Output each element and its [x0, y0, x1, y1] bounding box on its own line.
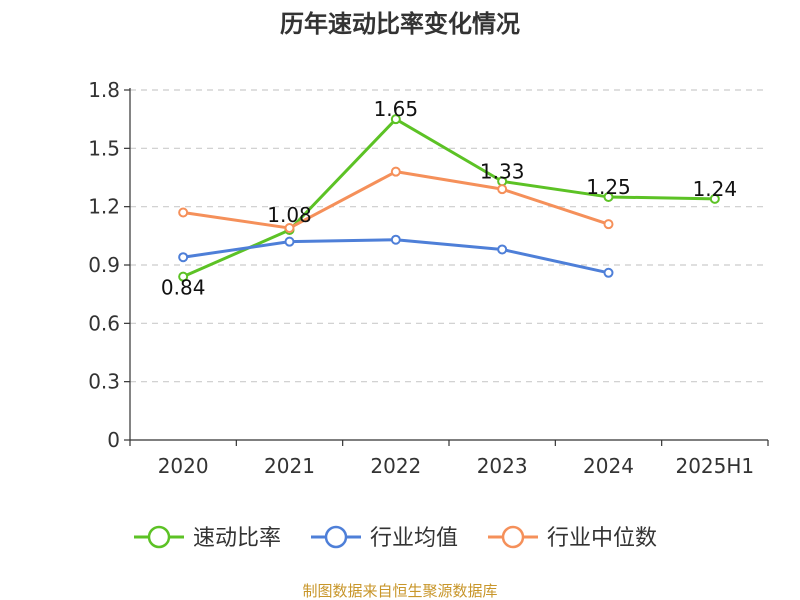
data-point	[497, 244, 508, 255]
y-tick-label: 0.9	[88, 253, 120, 277]
legend-marker	[147, 525, 171, 549]
x-tick-label: 2023	[477, 454, 528, 478]
data-label: 1.24	[693, 177, 738, 201]
legend-label: 行业均值	[370, 526, 458, 551]
data-point	[178, 271, 189, 282]
series-group	[178, 114, 720, 282]
y-tick-label: 1.8	[88, 78, 120, 102]
data-label: 1.25	[586, 175, 631, 199]
legend[interactable]: 速动比率 行业均值 行业中位数	[134, 525, 657, 551]
data-point	[390, 166, 401, 177]
y-tick-label: 0.3	[88, 370, 120, 394]
data-point	[709, 193, 720, 204]
series-line	[182, 117, 715, 279]
legend-item[interactable]: 速动比率	[134, 525, 281, 551]
y-tick-label: 0.6	[88, 311, 120, 335]
legend-label: 速动比率	[193, 526, 281, 551]
y-tick-label: 1.2	[88, 195, 120, 219]
grid-lines	[130, 89, 768, 383]
data-point	[603, 219, 614, 230]
legend-item[interactable]: 行业均值	[311, 525, 458, 551]
y-tick-label: 0	[107, 428, 120, 452]
data-point	[284, 236, 295, 247]
x-tick-label: 2022	[370, 454, 421, 478]
data-label: 0.84	[161, 276, 206, 300]
x-tick-label: 2020	[158, 454, 209, 478]
source-note: 制图数据来自恒生聚源数据库	[302, 582, 497, 600]
legend-marker	[501, 525, 525, 549]
x-tick-label: 2021	[264, 454, 315, 478]
series-line	[182, 170, 609, 230]
legend-label: 行业中位数	[547, 526, 657, 551]
data-point	[603, 267, 614, 278]
data-point	[284, 223, 295, 234]
data-label: 1.33	[480, 159, 525, 183]
data-point	[390, 234, 401, 245]
data-point	[497, 184, 508, 195]
y-tick-label: 1.5	[88, 136, 120, 160]
legend-item[interactable]: 行业中位数	[488, 525, 657, 551]
data-point	[178, 252, 189, 263]
legend-marker	[324, 525, 348, 549]
data-point	[390, 114, 401, 125]
data-labels: 0.84 1.08 1.65 1.33 1.25 1.24	[161, 97, 738, 300]
axes: 0 0.3 0.6 0.9 1.2 1.5 1.8 2020 2021 2022 2023 2024 2…	[88, 78, 769, 478]
data-label: 1.08	[267, 203, 312, 227]
data-point	[178, 207, 189, 218]
x-tick-label: 2024	[583, 454, 634, 478]
chart-title: 历年速动比率变化情况	[280, 10, 520, 38]
data-point	[603, 191, 614, 202]
data-label: 1.65	[374, 97, 419, 121]
x-tick-label: 2025H1	[675, 454, 754, 478]
